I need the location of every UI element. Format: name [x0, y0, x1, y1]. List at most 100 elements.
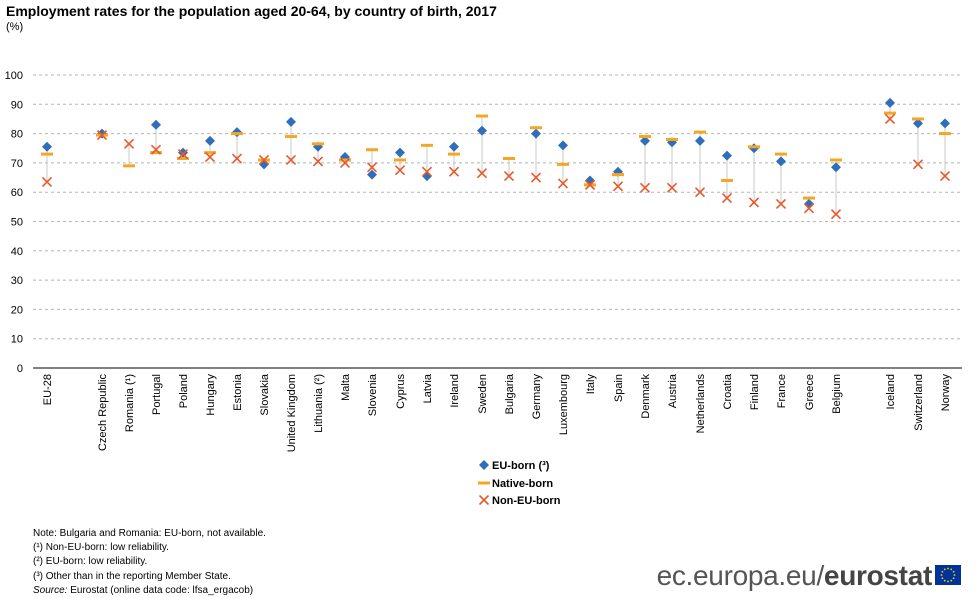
native-born-mark [285, 135, 297, 139]
non-eu-born-mark [830, 209, 842, 220]
flag-star [941, 570, 944, 573]
chart-notes: Note: Bulgaria and Romania: EU-born, not… [33, 527, 266, 598]
x-tick-label: Iceland [885, 374, 897, 409]
native-born-mark [339, 158, 351, 162]
non-eu-born-mark [666, 182, 678, 193]
native-born-mark [557, 162, 569, 166]
non-eu-born-mark [366, 162, 378, 173]
eu-born-mark [477, 125, 487, 136]
eu-born-mark [449, 141, 459, 152]
non-eu-born-mark [123, 138, 135, 149]
eu-born-mark [558, 140, 568, 151]
eurostat-brand: eurostat [823, 560, 932, 591]
flag-star [941, 577, 944, 580]
flag-star [943, 579, 946, 582]
non-eu-born-mark [421, 166, 433, 177]
legend-label: Non-EU-born [492, 495, 561, 507]
gridlines [33, 74, 962, 369]
non-eu-born-mark [939, 171, 951, 182]
y-tick-label: 40 [11, 246, 23, 258]
eu-born-mark [913, 118, 923, 129]
x-tick-label: Finland [749, 374, 761, 410]
flag-star [952, 570, 955, 573]
x-tick-label: Czech Republic [97, 374, 109, 452]
x-tick-label: Sweden [477, 374, 489, 414]
x-tick-label: Slovakia [259, 373, 271, 415]
x-tick-label: Lithuania (²) [313, 374, 325, 433]
source-text: Eurostat (online data code: lfsa_ergacob… [67, 584, 254, 596]
x-tick-label: Italy [585, 374, 597, 395]
non-eu-born-mark [503, 171, 515, 182]
x-tick-label: Estonia [232, 373, 244, 411]
y-tick-label: 20 [11, 304, 23, 316]
native-born-mark [231, 132, 243, 136]
flag-star [952, 577, 955, 580]
x-tick-label: Denmark [640, 374, 652, 419]
chart-title: Employment rates for the population aged… [6, 3, 497, 19]
native-born-mark [476, 114, 488, 118]
note-line-2: (¹) Non-EU-born: low reliability. [33, 542, 169, 554]
eu-born-mark [286, 116, 296, 127]
non-eu-born-mark [530, 172, 542, 183]
eu-born-mark [367, 169, 377, 180]
native-born-mark [612, 173, 624, 177]
eu-born-mark [695, 135, 705, 146]
native-born-mark [666, 137, 678, 141]
x-tick-label: Austria [667, 373, 679, 408]
non-eu-born-mark [884, 113, 896, 125]
y-tick-label: 60 [11, 187, 23, 199]
x-axis-ticks: EU-28 Czech Republic Romania (¹) Portugal Po… [42, 373, 952, 452]
native-born-mark [694, 130, 706, 134]
eu-born-mark [205, 135, 215, 146]
non-eu-born-mark [448, 166, 460, 177]
eu-born-mark [885, 97, 895, 108]
native-born-mark [530, 126, 542, 130]
x-tick-label: Romania (¹) [124, 374, 136, 432]
x-tick-label: Norway [940, 374, 952, 412]
native-born-mark [639, 135, 651, 139]
eu-flag-icon [935, 565, 961, 585]
y-tick-label: 30 [11, 275, 23, 287]
non-eu-born-mark [803, 203, 815, 214]
x-tick-label: Greece [804, 374, 816, 410]
x-tick-label: Malta [340, 373, 352, 401]
non-eu-born-mark [721, 192, 733, 204]
eurostat-url[interactable]: ec.europa.eu/eurostat [656, 560, 933, 592]
eu-born-mark [640, 135, 650, 146]
native-born-mark [394, 158, 406, 162]
eu-born-mark [178, 147, 188, 158]
source-line: Source: Eurostat (online data code: lfsa… [33, 584, 266, 598]
non-eu-born-mark [748, 197, 760, 208]
x-tick-label: Bulgaria [504, 373, 516, 414]
eu-born-mark [151, 119, 161, 130]
y-tick-label: 80 [11, 129, 23, 141]
native-born-mark [312, 142, 324, 146]
non-eu-born-mark [231, 153, 243, 164]
x-tick-label: Belgium [831, 374, 843, 414]
unit-label: (%) [6, 21, 24, 33]
note-line-3: (²) EU-born: low reliability. [33, 556, 148, 568]
non-eu-born-mark [339, 157, 351, 168]
non-eu-born-mark [584, 179, 596, 190]
flag-star [950, 579, 953, 582]
native-born-mark [721, 178, 733, 182]
y-axis-ticks: 0 10 20 30 40 50 60 70 80 90 100 [5, 70, 23, 375]
note-line-4: (³) Other than in the reporting Member S… [33, 570, 231, 582]
native-born-mark [830, 158, 842, 162]
eu-born-mark [42, 141, 52, 152]
y-tick-label: 70 [11, 158, 23, 170]
legend-native-born-marker [478, 481, 490, 485]
y-tick-label: 50 [11, 217, 23, 229]
flag-star [940, 574, 943, 576]
native-born-mark [939, 132, 951, 136]
x-tick-label: Latvia [422, 373, 434, 403]
eu-born-mark [940, 118, 950, 129]
legend-eu-born-marker [479, 460, 489, 470]
x-tick-label: Cyprus [395, 374, 407, 409]
x-tick-label: France [776, 374, 788, 408]
native-born-mark [150, 151, 162, 155]
native-born-mark [884, 111, 896, 115]
site-url: ec.europa.eu/ [656, 560, 825, 591]
x-tick-label: Germany [531, 374, 543, 420]
